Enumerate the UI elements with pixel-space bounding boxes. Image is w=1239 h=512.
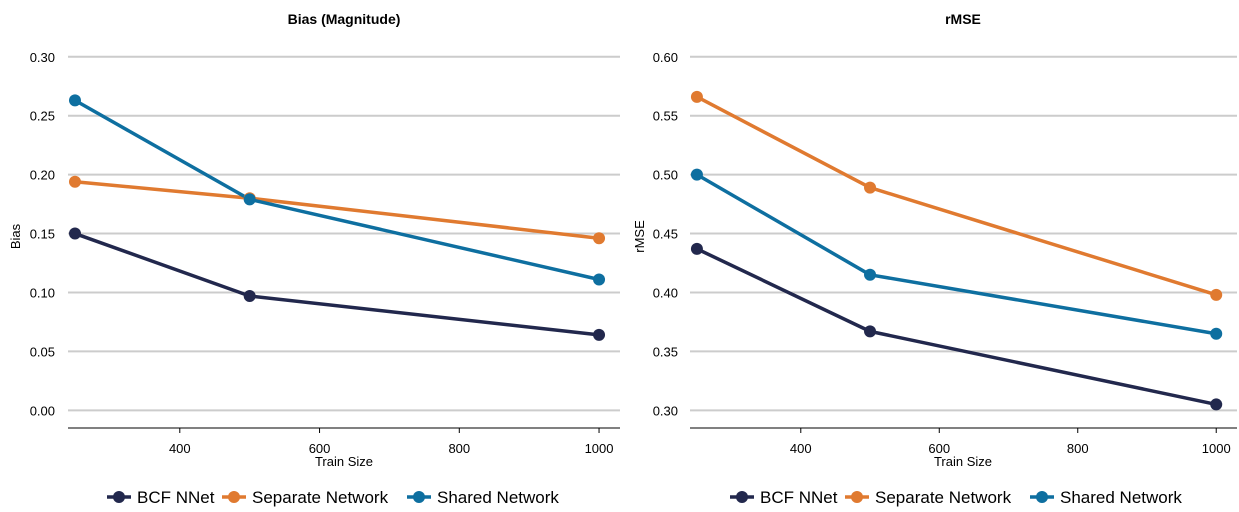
legend-swatch-point (413, 491, 425, 503)
series-line-shared-network (695, 172, 1218, 336)
y-axis-label: Bias (8, 223, 23, 249)
x-tick-label: 600 (309, 441, 331, 456)
data-point (243, 290, 256, 303)
data-point (1210, 288, 1223, 301)
data-point (243, 193, 256, 206)
y-axis-label: rMSE (632, 220, 647, 253)
x-tick-label: 1000 (1202, 441, 1231, 456)
x-tick-label: 1000 (585, 441, 614, 456)
y-tick-label: 0.45 (653, 227, 678, 242)
legend-label: Separate Network (252, 488, 389, 507)
data-point (864, 325, 877, 338)
legend-swatch-point (228, 491, 240, 503)
data-point (1210, 398, 1223, 411)
x-axis-label: Train Size (315, 454, 373, 469)
legend-swatch-point (1036, 491, 1048, 503)
data-point (864, 181, 877, 194)
x-tick-label: 400 (169, 441, 191, 456)
legend-label: Shared Network (437, 488, 559, 507)
y-tick-label: 0.30 (653, 403, 678, 418)
y-tick-label: 0.05 (30, 344, 55, 359)
legend-label: BCF NNet (760, 488, 838, 507)
x-axis-label: Train Size (934, 454, 992, 469)
y-tick-label: 0.50 (653, 168, 678, 183)
data-point (690, 242, 703, 255)
x-tick-label: 800 (1067, 441, 1089, 456)
legend-swatch-point (736, 491, 748, 503)
chart-title: Bias (Magnitude) (288, 11, 401, 27)
legend-label: Shared Network (1060, 488, 1182, 507)
data-point (68, 94, 81, 107)
series-line-bcf-nnet (73, 231, 601, 337)
data-point (593, 328, 606, 341)
data-point (864, 268, 877, 281)
y-tick-label: 0.20 (30, 168, 55, 183)
legend-swatch-point (851, 491, 863, 503)
y-tick-label: 0.15 (30, 227, 55, 242)
data-point (68, 175, 81, 188)
y-tick-label: 0.55 (653, 109, 678, 124)
data-point (690, 168, 703, 181)
chart-title: rMSE (945, 11, 981, 27)
y-tick-label: 0.00 (30, 403, 55, 418)
series-line-separate-network (73, 179, 601, 241)
data-point (593, 232, 606, 245)
data-point (68, 227, 81, 240)
legend-label: Separate Network (875, 488, 1012, 507)
data-point (593, 273, 606, 286)
series-line-separate-network (695, 95, 1218, 297)
x-tick-label: 600 (928, 441, 950, 456)
x-tick-label: 400 (790, 441, 812, 456)
data-point (1210, 327, 1223, 340)
y-tick-label: 0.30 (30, 50, 55, 65)
data-point (690, 90, 703, 103)
legend-swatch-point (113, 491, 125, 503)
y-tick-label: 0.25 (30, 109, 55, 124)
y-tick-label: 0.40 (653, 285, 678, 300)
chart-panel-bias: Bias (Magnitude) 0.00 0.05 0.10 0.15 0.20 0.25… (8, 11, 620, 507)
y-tick-label: 0.60 (653, 50, 678, 65)
x-tick-label: 800 (448, 441, 470, 456)
y-tick-label: 0.35 (653, 344, 678, 359)
y-tick-label: 0.10 (30, 285, 55, 300)
chart-panel-rmse: rMSE 0.30 0.35 0.40 0.45 0.50 0.55 0.60 400 600 80… (632, 11, 1237, 507)
legend-label: BCF NNet (137, 488, 215, 507)
